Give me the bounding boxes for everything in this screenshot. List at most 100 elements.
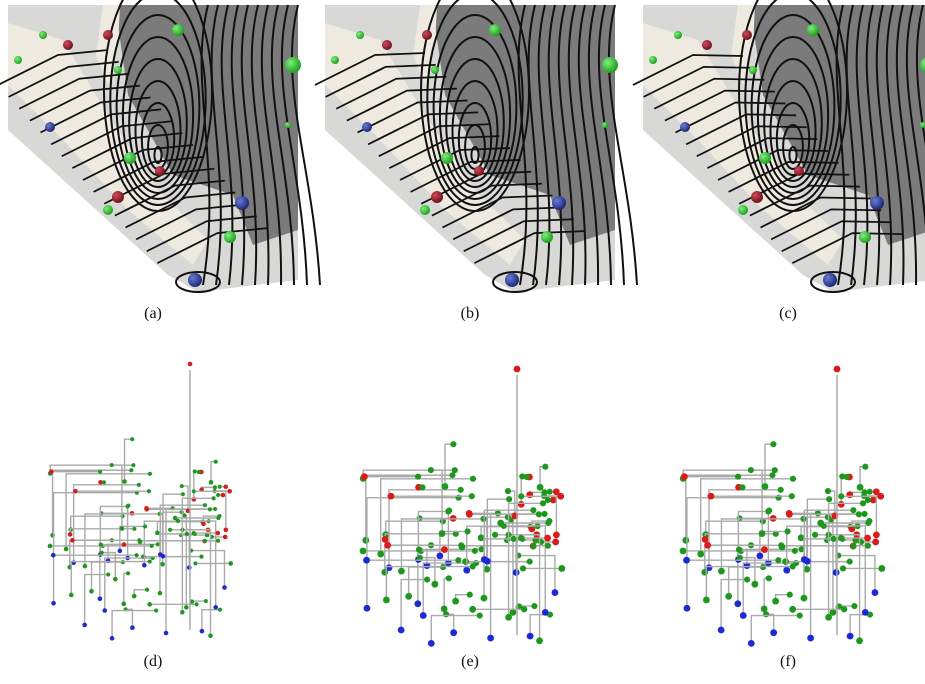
node: [788, 493, 795, 500]
contour: [314, 52, 426, 86]
node: [545, 519, 552, 527]
node: [865, 519, 872, 527]
critical-point: [751, 191, 763, 203]
contour: [567, 4, 587, 286]
node: [149, 543, 154, 548]
arc: [51, 469, 132, 536]
node: [551, 589, 559, 596]
node: [130, 437, 135, 442]
critical-point: [39, 31, 47, 39]
contour: [410, 158, 521, 193]
contour: [426, 0, 524, 206]
node: [106, 572, 111, 577]
node: [824, 487, 832, 495]
arc: [764, 443, 774, 487]
arc: [123, 438, 133, 482]
contour: [431, 182, 542, 217]
node: [202, 539, 208, 544]
contour: [290, 4, 321, 286]
node: [552, 538, 560, 546]
arc: [708, 489, 781, 568]
node: [207, 507, 212, 512]
node: [717, 626, 725, 634]
arc: [520, 475, 523, 505]
node: [180, 609, 185, 615]
node: [186, 565, 192, 570]
node: [199, 554, 204, 559]
node: [756, 552, 764, 560]
critical-point: [441, 152, 453, 164]
node: [180, 492, 185, 497]
contour: [128, 58, 188, 188]
node: [362, 536, 370, 544]
contour: [788, 146, 798, 164]
critical-point: [224, 231, 236, 243]
node: [441, 546, 448, 553]
node: [521, 606, 528, 613]
arc: [388, 489, 461, 568]
arc: [513, 538, 517, 573]
node: [872, 488, 880, 496]
contour: [577, 4, 600, 286]
node: [539, 500, 547, 507]
contour: [791, 232, 903, 264]
node: [50, 552, 56, 558]
critical-point: [807, 24, 819, 36]
surface-dark: [425, 5, 615, 245]
node: [397, 626, 405, 634]
contour: [717, 149, 829, 181]
arc: [191, 549, 226, 588]
node: [157, 552, 163, 557]
contour: [607, 4, 638, 286]
contour: [388, 135, 500, 169]
critical-point: [188, 273, 202, 287]
critical-point: [749, 66, 757, 74]
caption: (c): [779, 305, 797, 322]
contour: [517, 4, 528, 286]
node: [872, 538, 880, 546]
node: [419, 612, 427, 619]
arc: [430, 614, 480, 644]
critical-point: [552, 196, 566, 210]
contour: [463, 218, 574, 253]
node: [182, 513, 187, 518]
node: [707, 492, 715, 500]
tree-panel: [679, 365, 886, 647]
contour: [664, 89, 775, 122]
arc: [686, 496, 779, 609]
node: [469, 563, 476, 570]
node: [866, 488, 873, 495]
critical-point: [155, 166, 165, 176]
arc: [430, 469, 443, 534]
node: [377, 550, 385, 558]
node: [872, 531, 880, 539]
critical-point: [823, 273, 837, 287]
node: [99, 550, 104, 555]
node: [398, 567, 405, 575]
critical-point: [112, 191, 124, 203]
contour: [200, 4, 211, 286]
contour: [335, 75, 447, 110]
terrain-panel: [632, 0, 925, 293]
arc: [443, 577, 449, 609]
node: [73, 488, 78, 494]
node: [837, 500, 845, 508]
node: [431, 580, 439, 588]
node: [871, 589, 879, 596]
node: [679, 547, 687, 555]
node: [175, 518, 181, 524]
critical-point: [285, 57, 301, 73]
node: [487, 634, 495, 642]
node: [67, 532, 73, 537]
node: [125, 504, 130, 509]
arc: [685, 474, 773, 541]
node: [526, 558, 533, 565]
node: [838, 493, 845, 500]
node: [439, 518, 446, 525]
node: [419, 484, 426, 491]
node: [109, 462, 114, 468]
node: [786, 591, 793, 598]
node: [445, 575, 452, 582]
node: [143, 524, 148, 529]
